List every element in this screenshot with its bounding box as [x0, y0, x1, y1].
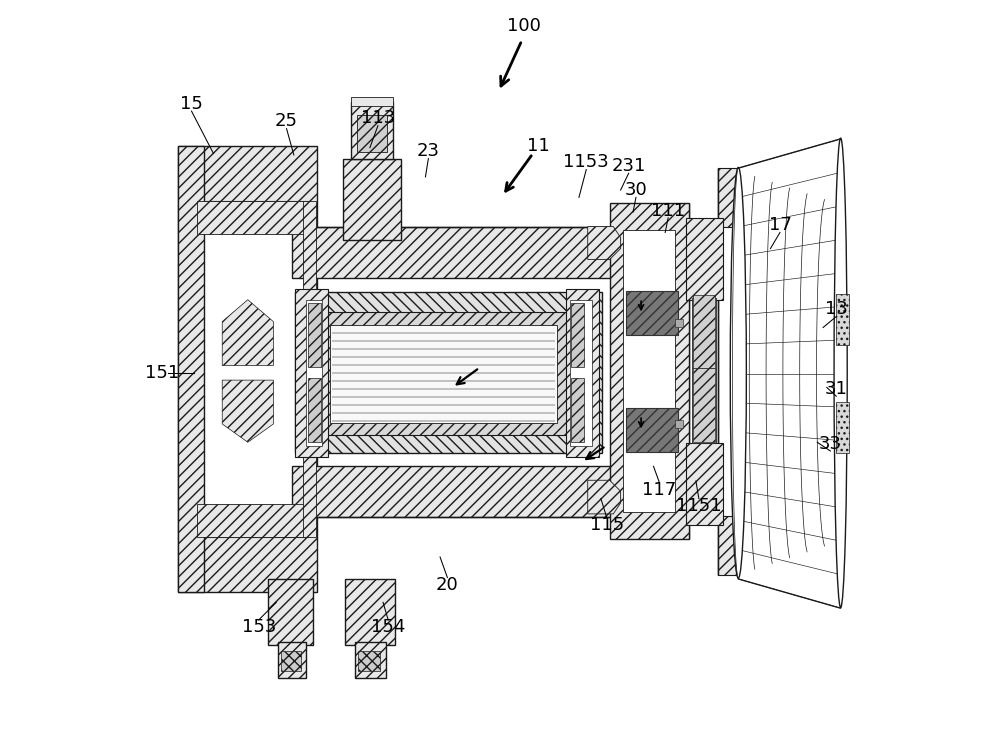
Text: 31: 31 [825, 380, 848, 398]
Text: 20: 20 [436, 576, 459, 594]
Text: 17: 17 [769, 216, 791, 234]
Polygon shape [738, 139, 841, 608]
Bar [278, 642, 306, 678]
Bar [718, 516, 738, 575]
Bar [686, 218, 723, 300]
Bar [351, 97, 393, 106]
Bar [836, 402, 849, 453]
Bar [357, 115, 387, 152]
Text: 154: 154 [371, 618, 405, 636]
Bar [197, 201, 308, 537]
Text: 115: 115 [590, 516, 624, 534]
Text: 23: 23 [417, 143, 440, 160]
Bar [281, 651, 301, 671]
Bar [626, 291, 678, 335]
Bar [692, 298, 716, 443]
Text: 1151: 1151 [676, 497, 722, 515]
Bar [718, 168, 738, 227]
Text: 151: 151 [145, 364, 179, 382]
Bar [570, 300, 592, 446]
Bar [292, 227, 617, 278]
Text: 113: 113 [361, 110, 395, 127]
Polygon shape [588, 227, 621, 260]
Ellipse shape [834, 138, 847, 607]
Text: 33: 33 [819, 435, 842, 452]
Bar [178, 146, 317, 592]
Bar [358, 651, 380, 671]
Bar [268, 579, 313, 645]
Bar [675, 319, 683, 327]
Bar [197, 201, 308, 234]
Text: 231: 231 [611, 157, 646, 175]
Text: 30: 30 [625, 181, 647, 199]
Text: 100: 100 [507, 18, 541, 35]
Bar [566, 289, 599, 457]
Bar [316, 312, 579, 435]
Text: 111: 111 [651, 202, 685, 219]
Bar [308, 378, 321, 442]
Bar [178, 146, 204, 592]
Bar [306, 300, 322, 446]
Polygon shape [222, 300, 273, 366]
Bar [343, 159, 401, 240]
Bar [355, 642, 386, 678]
Bar [330, 325, 557, 423]
Bar [571, 303, 584, 367]
Text: 153: 153 [242, 618, 276, 636]
Bar [308, 303, 321, 367]
Polygon shape [222, 380, 273, 442]
Bar [292, 466, 617, 517]
Bar [693, 368, 715, 442]
Polygon shape [588, 480, 621, 514]
Text: 13: 13 [825, 300, 848, 318]
Bar [295, 289, 328, 457]
Text: 1153: 1153 [563, 154, 609, 171]
Bar [351, 102, 393, 159]
Text: 25: 25 [275, 113, 298, 130]
Ellipse shape [730, 167, 746, 578]
Bar [693, 295, 715, 368]
Bar [303, 201, 316, 537]
Text: 117: 117 [642, 481, 676, 499]
Bar [345, 579, 395, 645]
Bar [626, 408, 678, 452]
Bar [836, 294, 849, 345]
Text: 11: 11 [527, 137, 549, 155]
Bar [197, 504, 308, 537]
Bar [675, 420, 683, 428]
Bar [571, 378, 584, 442]
Text: 15: 15 [180, 95, 203, 113]
Bar [686, 443, 723, 525]
Bar [623, 230, 675, 512]
Bar [610, 203, 689, 539]
Bar [295, 292, 602, 453]
